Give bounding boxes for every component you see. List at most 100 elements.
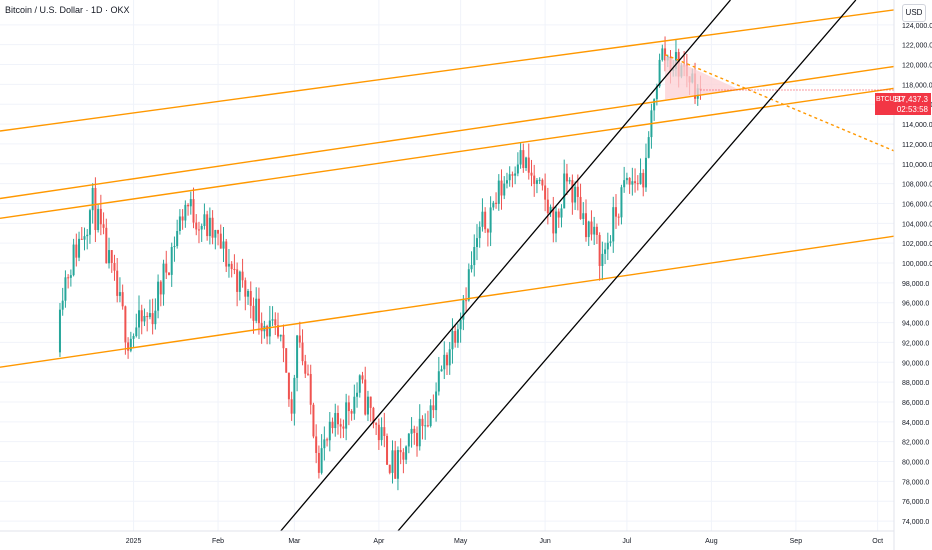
candle-2025-02-09	[238, 270, 241, 301]
candle-body	[132, 336, 135, 339]
candle-2025-04-05	[388, 464, 391, 475]
candle-body	[94, 187, 97, 231]
candle-body	[290, 399, 293, 414]
candle-2025-01-09	[154, 298, 157, 330]
candle-body	[178, 216, 181, 232]
candle-body	[222, 241, 225, 249]
candle-2025-05-24	[522, 143, 525, 173]
candle-body	[211, 217, 214, 238]
candle-body	[138, 310, 141, 328]
candle-body	[173, 246, 176, 248]
candle-body	[249, 290, 252, 306]
candle-2024-12-06	[61, 287, 64, 316]
candle-body	[497, 180, 500, 204]
candle-2025-03-17	[336, 405, 339, 435]
candle-body	[628, 177, 631, 185]
candle-2024-12-08	[67, 274, 70, 289]
candle-body	[312, 404, 315, 437]
candle-body	[336, 412, 339, 425]
candle-2025-03-27	[364, 366, 367, 416]
candle-2024-12-17	[91, 183, 94, 224]
candle-2025-02-23	[277, 312, 280, 339]
candle-body	[426, 425, 429, 427]
candle-2025-04-07	[394, 440, 397, 479]
candle-body	[140, 310, 143, 322]
candle-2025-01-31	[214, 229, 217, 250]
currency-button[interactable]: USD	[902, 4, 926, 22]
candle-2025-07-08	[644, 143, 647, 192]
candle-2025-03-20	[345, 393, 348, 441]
candle-body	[601, 253, 604, 266]
candle-2025-07-04	[634, 168, 637, 193]
candle-body	[320, 448, 323, 473]
x-tick-label: Mar	[288, 538, 301, 545]
candle-2025-01-29	[208, 207, 211, 245]
candle-2025-01-06	[146, 312, 149, 332]
candle-2025-01-01	[132, 333, 135, 348]
candle-2025-04-04	[386, 433, 389, 465]
candle-body	[200, 225, 203, 230]
candle-2025-04-24	[440, 365, 443, 372]
candle-2025-05-17	[503, 176, 506, 200]
candle-body	[636, 183, 639, 185]
candle-body	[247, 290, 250, 297]
candle-2025-06-16	[585, 199, 588, 242]
candle-2025-06-24	[606, 232, 609, 261]
candle-2025-04-13	[410, 417, 413, 448]
candle-2025-02-26	[285, 348, 288, 373]
candle-2025-05-11	[486, 228, 489, 247]
candle-2025-07-09	[647, 131, 650, 159]
candle-2025-03-28	[366, 390, 369, 422]
candle-2024-12-13	[80, 226, 83, 240]
candle-body	[301, 342, 304, 362]
candle-body	[377, 424, 380, 441]
candle-2025-05-05	[470, 251, 473, 273]
candle-body	[386, 435, 389, 465]
candle-2025-05-19	[508, 166, 511, 187]
candle-body	[184, 204, 187, 221]
candle-2025-02-01	[217, 229, 220, 246]
candle-body	[617, 216, 620, 218]
candle-body	[255, 298, 258, 321]
candle-2025-06-20	[595, 223, 598, 244]
candle-body	[538, 179, 541, 181]
candle-2024-12-09	[69, 269, 72, 287]
candle-body	[574, 186, 577, 203]
candle-body	[465, 300, 468, 302]
candle-body	[634, 181, 637, 184]
candle-body	[195, 222, 198, 230]
candle-2025-05-31	[541, 178, 544, 191]
candle-body	[80, 238, 83, 240]
candle-2025-01-19	[181, 209, 184, 230]
y-tick-label: 74,000.0	[902, 519, 929, 526]
candle-body	[552, 206, 555, 234]
candle-2025-04-27	[448, 341, 451, 375]
candle-body	[86, 234, 89, 237]
candle-body	[429, 405, 432, 426]
candle-2025-02-18	[263, 320, 266, 339]
candle-2025-01-05	[143, 308, 146, 327]
candle-body	[655, 86, 658, 100]
candle-2025-05-13	[492, 200, 495, 211]
candle-body	[266, 325, 269, 337]
candle-2025-03-19	[342, 419, 345, 438]
candle-body	[598, 234, 601, 266]
candle-body	[277, 325, 280, 337]
candle-body	[268, 320, 271, 337]
candle-2025-04-03	[383, 412, 386, 448]
candle-body	[334, 412, 337, 429]
y-tick-label: 102,000.0	[902, 241, 932, 248]
candle-2025-02-07	[233, 254, 236, 275]
candle-body	[435, 391, 438, 411]
candle-2025-05-12	[489, 196, 492, 247]
candle-body	[206, 214, 209, 237]
candle-2025-05-22	[516, 152, 519, 177]
candle-body	[64, 277, 67, 301]
candle-2025-06-27	[614, 194, 617, 229]
candle-2025-02-20	[268, 305, 271, 345]
candle-body	[533, 175, 536, 184]
candle-2025-06-04	[552, 196, 555, 243]
candle-2025-03-06	[306, 364, 309, 376]
candle-body	[298, 335, 301, 343]
candle-2025-04-29	[454, 324, 457, 348]
